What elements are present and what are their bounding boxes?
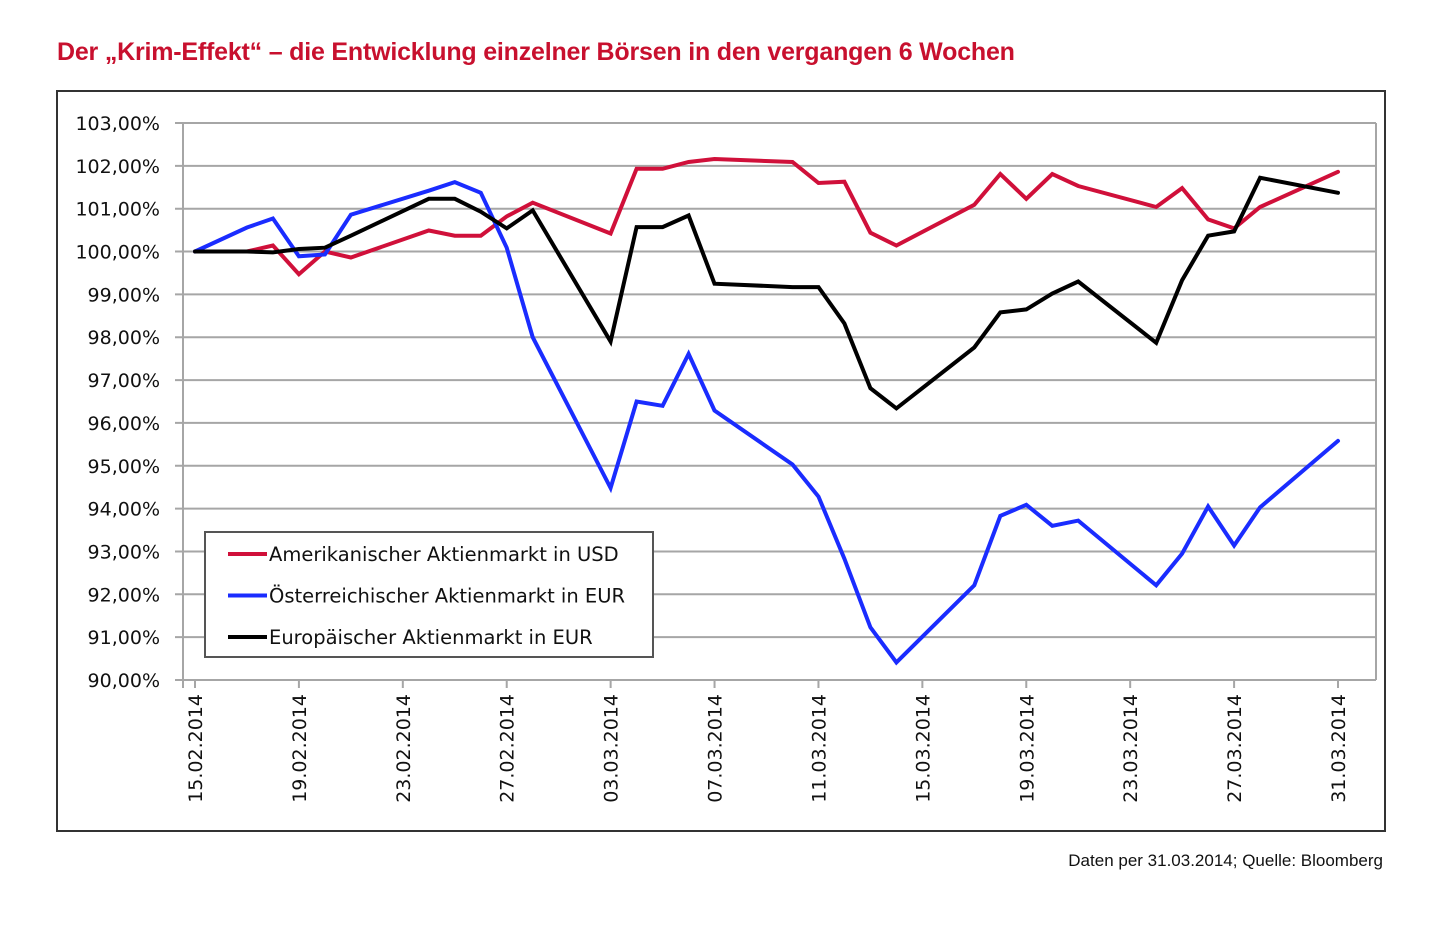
x-tick-label: 07.03.2014 <box>705 694 727 803</box>
x-tick-label: 15.03.2014 <box>912 694 934 803</box>
x-tick-label: 31.03.2014 <box>1328 694 1350 803</box>
x-tick-label: 27.02.2014 <box>497 694 519 803</box>
legend: Amerikanischer Aktienmarkt in USD Österre… <box>204 531 654 658</box>
y-tick-label: 92,00% <box>88 584 160 606</box>
legend-label: Europäischer Aktienmarkt in EUR <box>269 626 593 649</box>
y-tick-label: 103,00% <box>75 113 160 135</box>
x-axis: 15.02.2014 19.02.2014 23.02.2014 27.02.2014… <box>185 680 1350 803</box>
legend-label: Amerikanischer Aktienmarkt in USD <box>269 543 619 566</box>
legend-label: Österreichischer Aktienmarkt in EUR <box>269 585 625 608</box>
x-tick-label: 23.02.2014 <box>393 694 415 803</box>
x-tick-label: 23.03.2014 <box>1120 694 1142 803</box>
x-tick-label: 15.02.2014 <box>185 694 207 803</box>
y-tick-label: 99,00% <box>88 284 160 306</box>
y-tick-label: 94,00% <box>88 499 160 521</box>
y-tick-label: 102,00% <box>75 156 160 178</box>
x-tick-label: 27.03.2014 <box>1224 694 1246 803</box>
x-tick-label: 19.03.2014 <box>1016 694 1038 803</box>
y-tick-label: 98,00% <box>88 327 160 349</box>
y-tick-label: 100,00% <box>75 242 160 264</box>
source-note: Daten per 31.03.2014; Quelle: Bloomberg <box>1068 851 1383 870</box>
series-line-1 <box>193 156 1340 277</box>
x-tick-label: 03.03.2014 <box>601 694 623 803</box>
y-tick-label: 91,00% <box>88 627 160 649</box>
y-tick-label: 90,00% <box>88 670 160 692</box>
y-tick-label: 95,00% <box>88 456 160 478</box>
y-tick-label: 93,00% <box>88 541 160 563</box>
x-tick-label: 11.03.2014 <box>808 694 830 803</box>
gridlines <box>175 122 1377 688</box>
series-lines <box>193 156 1340 666</box>
page-title: Der „Krim-Effekt“ – die Entwicklung einz… <box>57 38 1015 66</box>
chart-frame <box>56 90 1386 832</box>
y-tick-label: 97,00% <box>88 370 160 392</box>
legend-box <box>204 531 654 658</box>
y-tick-label: 101,00% <box>75 199 160 221</box>
y-tick-label: 96,00% <box>88 413 160 435</box>
y-axis: 90,00% 91,00% 92,00% 93,00% 94,00% 95,00% 96,0… <box>75 113 160 692</box>
series-line-3 <box>193 175 1340 411</box>
x-tick-label: 19.02.2014 <box>289 694 311 803</box>
series-line-2 <box>193 179 1340 666</box>
